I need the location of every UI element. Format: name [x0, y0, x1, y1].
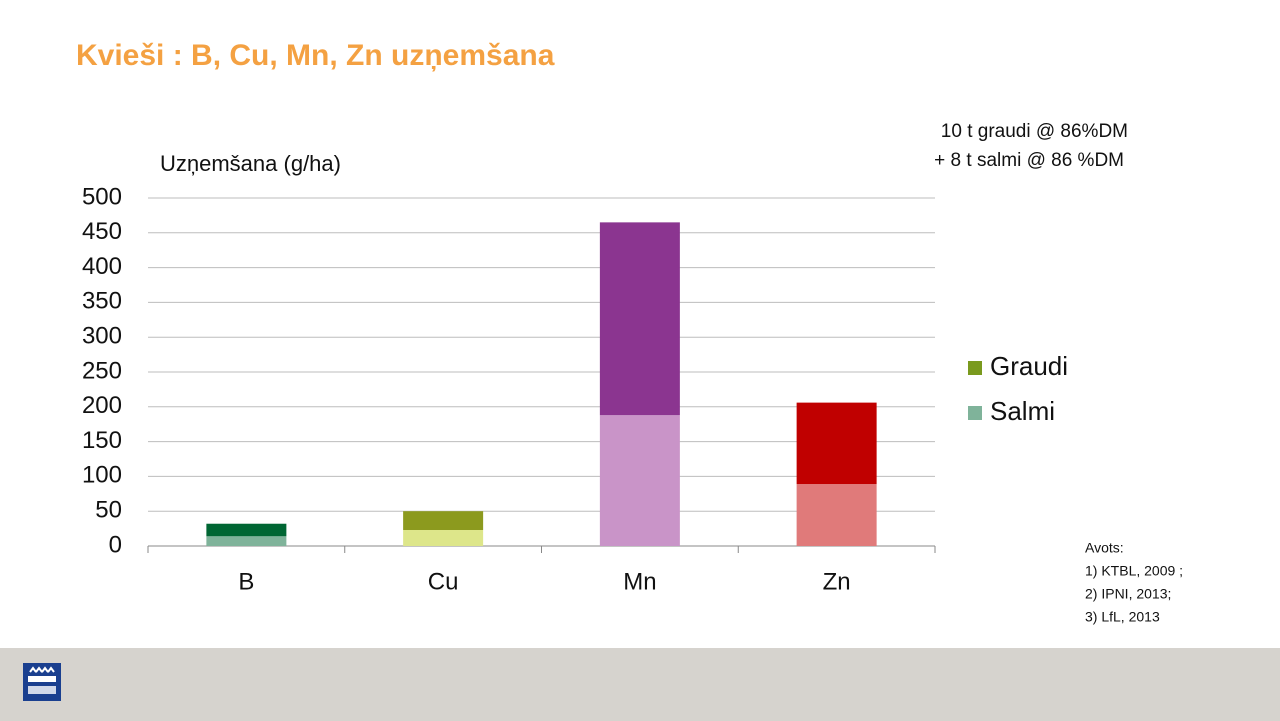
- x-tick-label: Cu: [428, 568, 459, 595]
- bar-segment: [403, 511, 484, 530]
- x-tick-label: B: [238, 568, 254, 595]
- bar-segment: [599, 415, 680, 546]
- y-tick-label: 50: [95, 497, 122, 524]
- bar-segment: [403, 529, 484, 546]
- y-tick-label: 500: [82, 183, 122, 210]
- bar-segment: [796, 402, 877, 485]
- source: 2) IPNI, 2013;: [1085, 586, 1171, 602]
- x-tick-label: Zn: [823, 568, 851, 595]
- y-tick-label: 350: [82, 288, 122, 315]
- logo: [23, 663, 61, 701]
- bar-segment: [206, 536, 287, 546]
- annotation: + 8 t salmi @ 86 %DM: [934, 150, 1124, 171]
- x-tick-label: Mn: [623, 568, 656, 595]
- footer: [0, 648, 1280, 721]
- y-tick-label: 250: [82, 357, 122, 384]
- legend-label: Graudi: [990, 351, 1068, 381]
- y-tick-label: 300: [82, 323, 122, 350]
- source: 1) KTBL, 2009 ;: [1085, 563, 1183, 579]
- y-tick-label: 100: [82, 462, 122, 489]
- annotation: 10 t graudi @ 86%DM: [941, 121, 1128, 142]
- source: Avots:: [1085, 540, 1124, 556]
- bar-segment: [796, 484, 877, 546]
- source: 3) LfL, 2013: [1085, 609, 1160, 625]
- y-tick-label: 200: [82, 392, 122, 419]
- y-tick-label: 400: [82, 253, 122, 280]
- y-tick-label: 450: [82, 218, 122, 245]
- legend-swatch: [968, 361, 982, 375]
- y-axis-label: Uzņemšana (g/ha): [160, 151, 341, 176]
- bar-segment: [206, 523, 287, 537]
- y-tick-label: 150: [82, 427, 122, 454]
- legend-label: Salmi: [990, 396, 1055, 426]
- y-tick-label: 0: [109, 531, 122, 558]
- bar-segment: [599, 222, 680, 416]
- chart-title: Kvieši : B, Cu, Mn, Zn uzņemšana: [76, 39, 555, 72]
- legend-swatch: [968, 406, 982, 420]
